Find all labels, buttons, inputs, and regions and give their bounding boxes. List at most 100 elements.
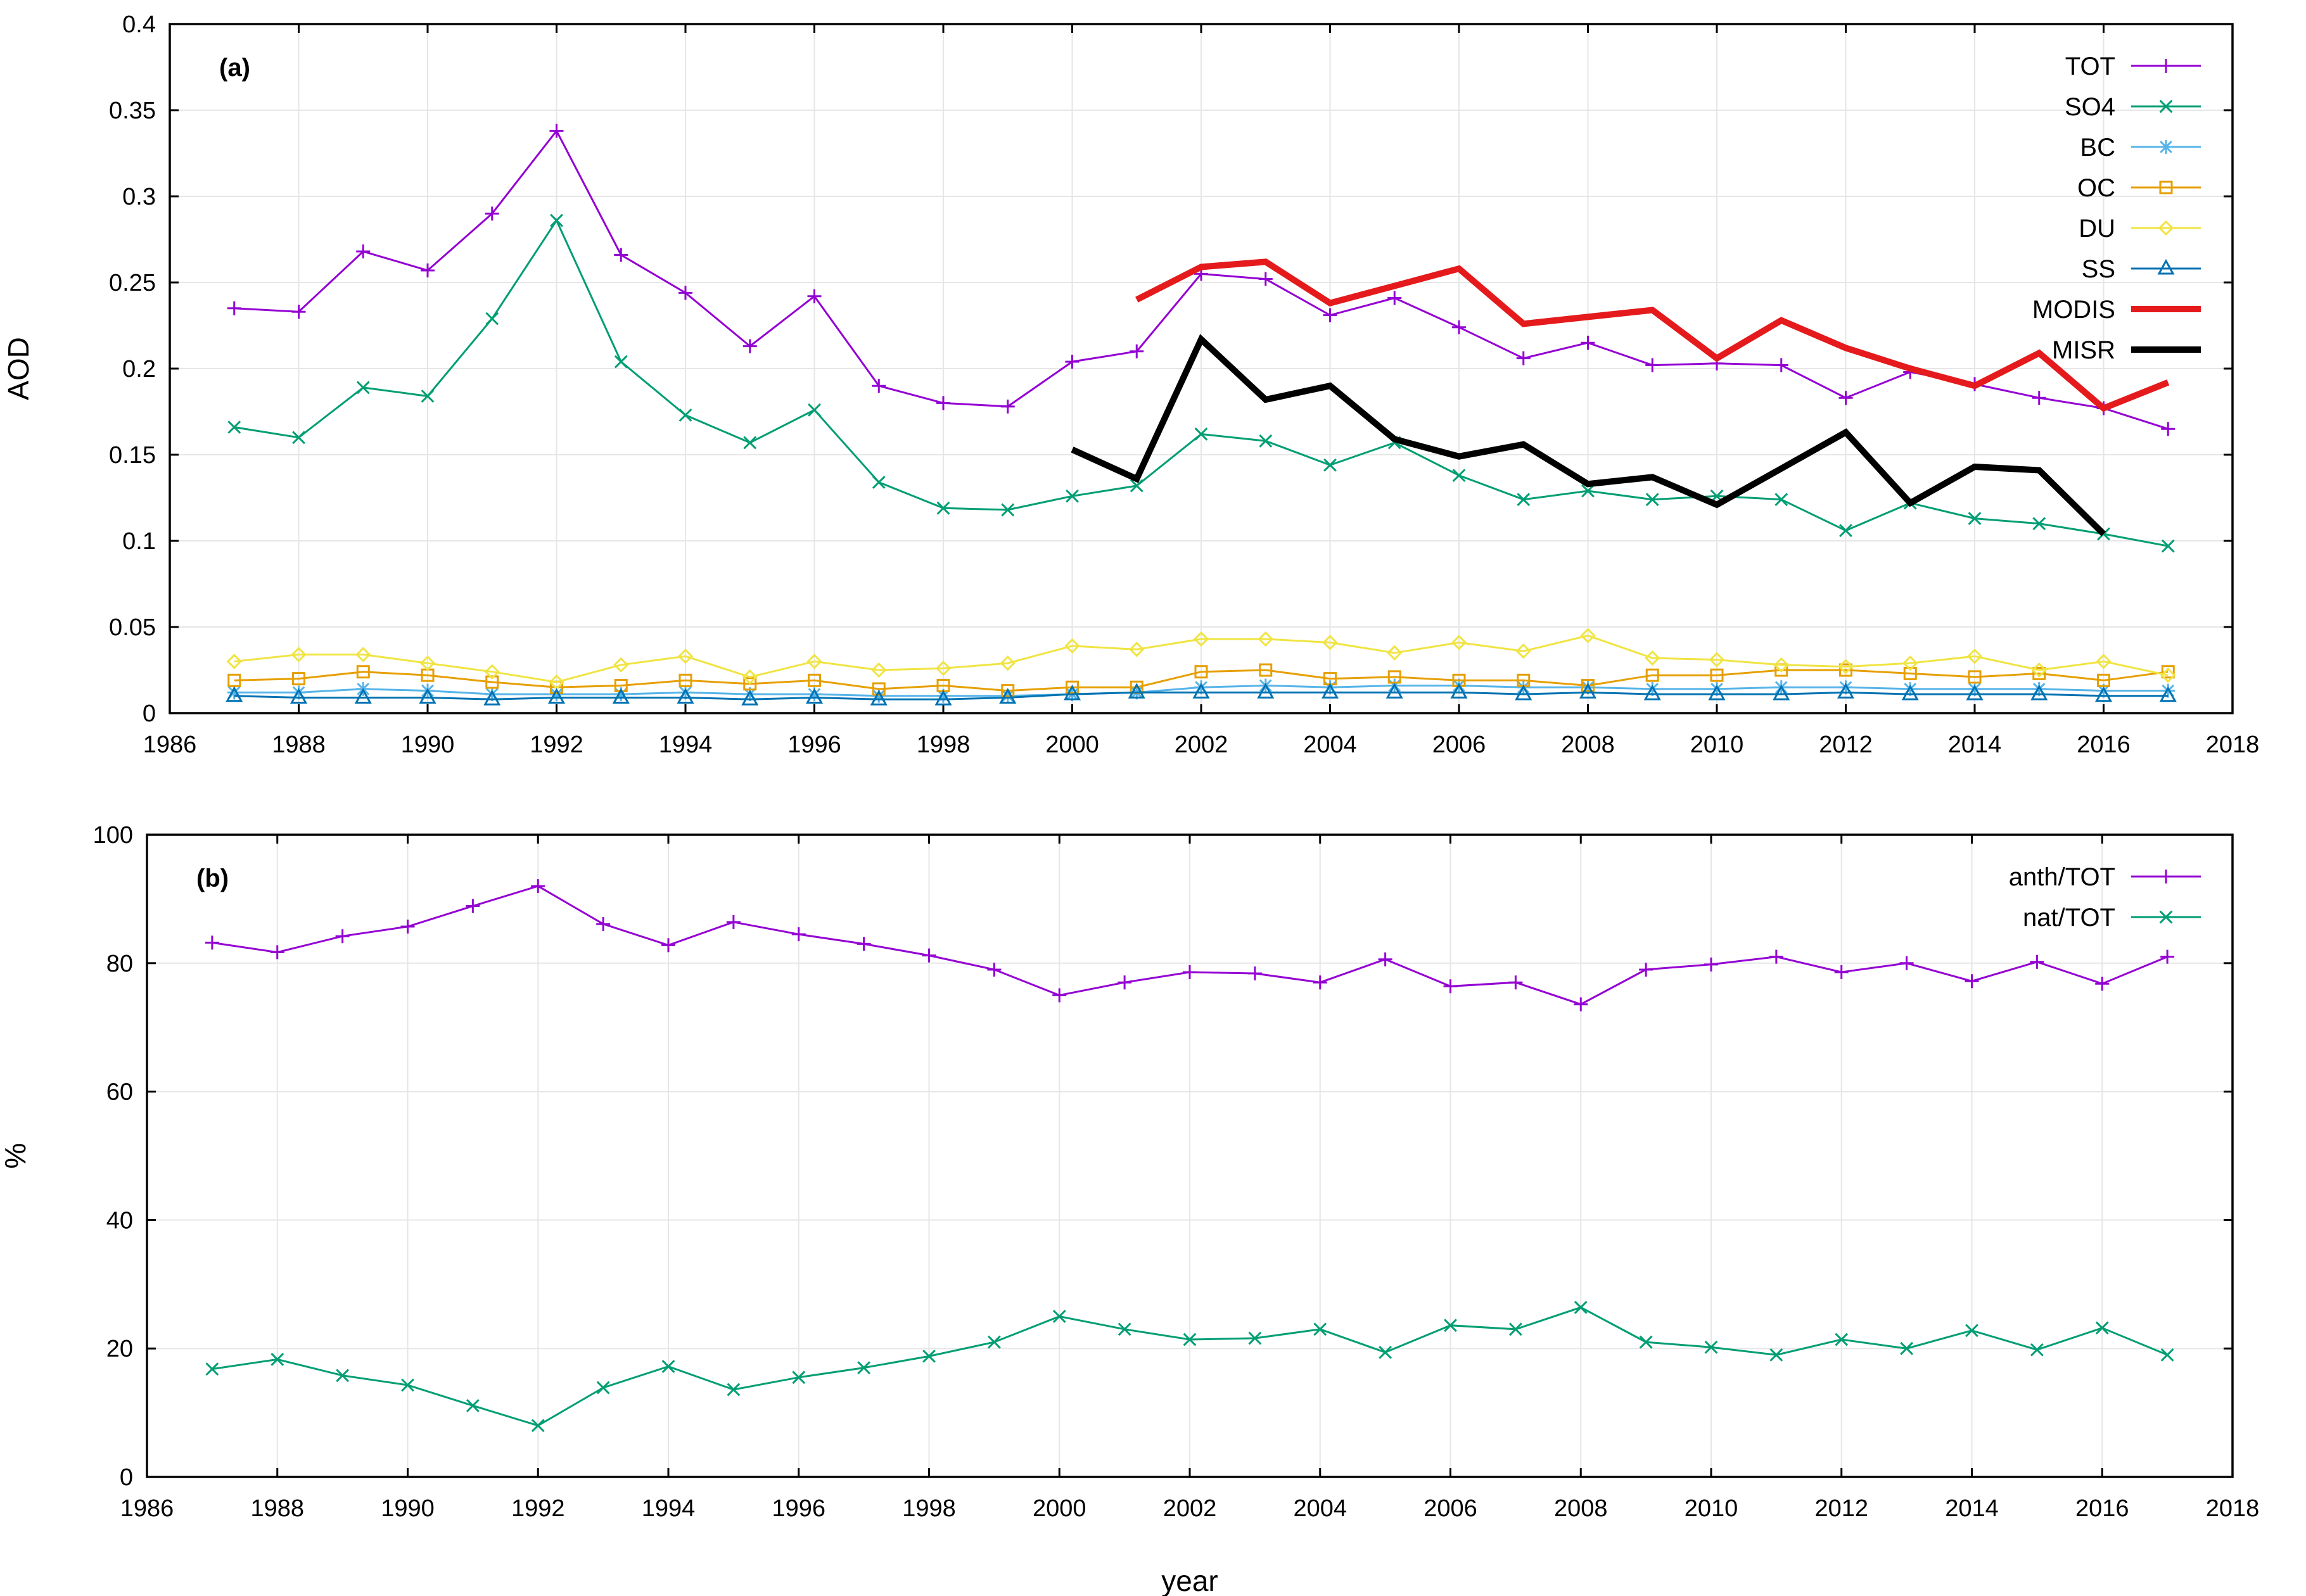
point-oc [1645,668,1659,682]
point-du [742,669,758,685]
point-bc [872,688,886,703]
x-tick-label: 1990 [401,732,455,758]
point-ss [1515,684,1532,700]
point-oc [1194,665,1208,679]
point-tot [1323,308,1337,322]
x-tick-label: 1994 [642,1495,696,1522]
legend-item-du: DU [2079,215,2201,243]
b-panel-label: (b) [196,864,229,892]
point-tot [1000,399,1015,414]
point-du [1064,638,1080,654]
point-anth-tot [1639,962,1653,977]
point-anth-tot [857,937,871,951]
point-du [1515,643,1531,659]
legend-item-bc: BC [2080,134,2201,162]
point-so4 [936,501,950,515]
point-nat-tot [987,1335,1001,1349]
legend-marker [2159,99,2173,113]
point-ss [1321,683,1339,699]
point-nat-tot [727,1383,741,1396]
point-nat-tot [466,1399,480,1412]
point-ss [483,690,501,706]
point-anth-tot [1834,965,1849,979]
point-du [226,654,242,669]
point-du [2096,654,2112,669]
legend-item-anth-tot: anth/TOT [2009,863,2201,891]
point-bc [1645,681,1660,696]
point-ss [612,688,630,704]
point-so4 [1066,489,1079,503]
y-tick-label: 0.25 [109,270,156,296]
x-tick-label: 2014 [1945,1495,1999,1522]
point-oc [2097,673,2110,687]
series-ss [226,683,2177,706]
point-ss [419,688,436,704]
point-tot [1838,391,1853,405]
point-ss [934,690,952,706]
legend-item-nat-tot: nat/TOT [2023,904,2201,932]
y-tick-label: 0.4 [122,11,156,38]
legend-item-so4: SO4 [2065,93,2201,121]
a-panel-label: (a) [219,54,250,82]
point-so4 [1774,493,1788,507]
legend-label: BC [2080,134,2115,162]
point-anth-tot [1052,988,1067,1003]
point-ss [805,688,824,704]
legend-marker [2157,258,2175,275]
point-oc [1968,670,1982,684]
point-du [291,647,307,662]
point-oc [1066,680,1079,694]
point-tot [356,244,371,259]
point-oc [2161,665,2175,679]
point-du [2160,668,2176,683]
point-so4 [550,213,563,227]
point-tot [1258,272,1273,286]
point-anth-tot [1899,956,1914,970]
point-anth-tot [661,938,675,953]
point-nat-tot [1052,1310,1066,1323]
y-tick-label: 0 [143,700,156,727]
point-oc [292,672,305,686]
point-tot [1581,336,1595,350]
point-so4 [421,390,435,403]
point-bc [2096,683,2111,698]
point-oc [743,677,757,691]
series-modis [1135,258,2170,412]
point-nat-tot [1965,1324,1978,1338]
point-tot [872,379,886,393]
y-tick-label: 80 [106,951,133,977]
series-line-ss [234,691,2169,700]
point-bc [807,687,822,702]
x-tick-label: 2018 [2206,732,2260,758]
legend-item-tot: TOT [2065,53,2201,80]
point-du [1773,657,1789,673]
point-tot [291,305,306,319]
y-tick-label: 0 [120,1464,133,1491]
x-tick-label: 1988 [272,732,326,758]
point-anth-tot [466,899,480,913]
x-tick-label: 1996 [787,732,841,758]
point-bc [1194,680,1208,695]
legend-label: MODIS [2032,296,2115,324]
point-so4 [485,312,499,326]
point-tot [807,289,822,303]
point-du [1258,631,1273,647]
legend-label: SS [2082,255,2115,283]
point-tot [936,396,950,410]
point-so4 [743,436,757,450]
point-bc [2032,681,2046,696]
point-anth-tot [1183,965,1197,979]
x-tick-label: 2012 [1814,1495,1868,1522]
point-du [1129,642,1145,657]
point-tot [1516,351,1531,365]
y-tick-label: 40 [106,1207,133,1234]
point-nat-tot [1183,1333,1197,1346]
point-oc [1001,684,1015,698]
point-nat-tot [596,1381,610,1395]
point-nat-tot [1248,1331,1262,1345]
x-tick-label: 1996 [772,1495,825,1522]
x-tick-label: 2016 [2075,1495,2129,1522]
point-nat-tot [1900,1341,1914,1355]
point-anth-tot [270,945,284,960]
point-tot [1065,355,1080,369]
